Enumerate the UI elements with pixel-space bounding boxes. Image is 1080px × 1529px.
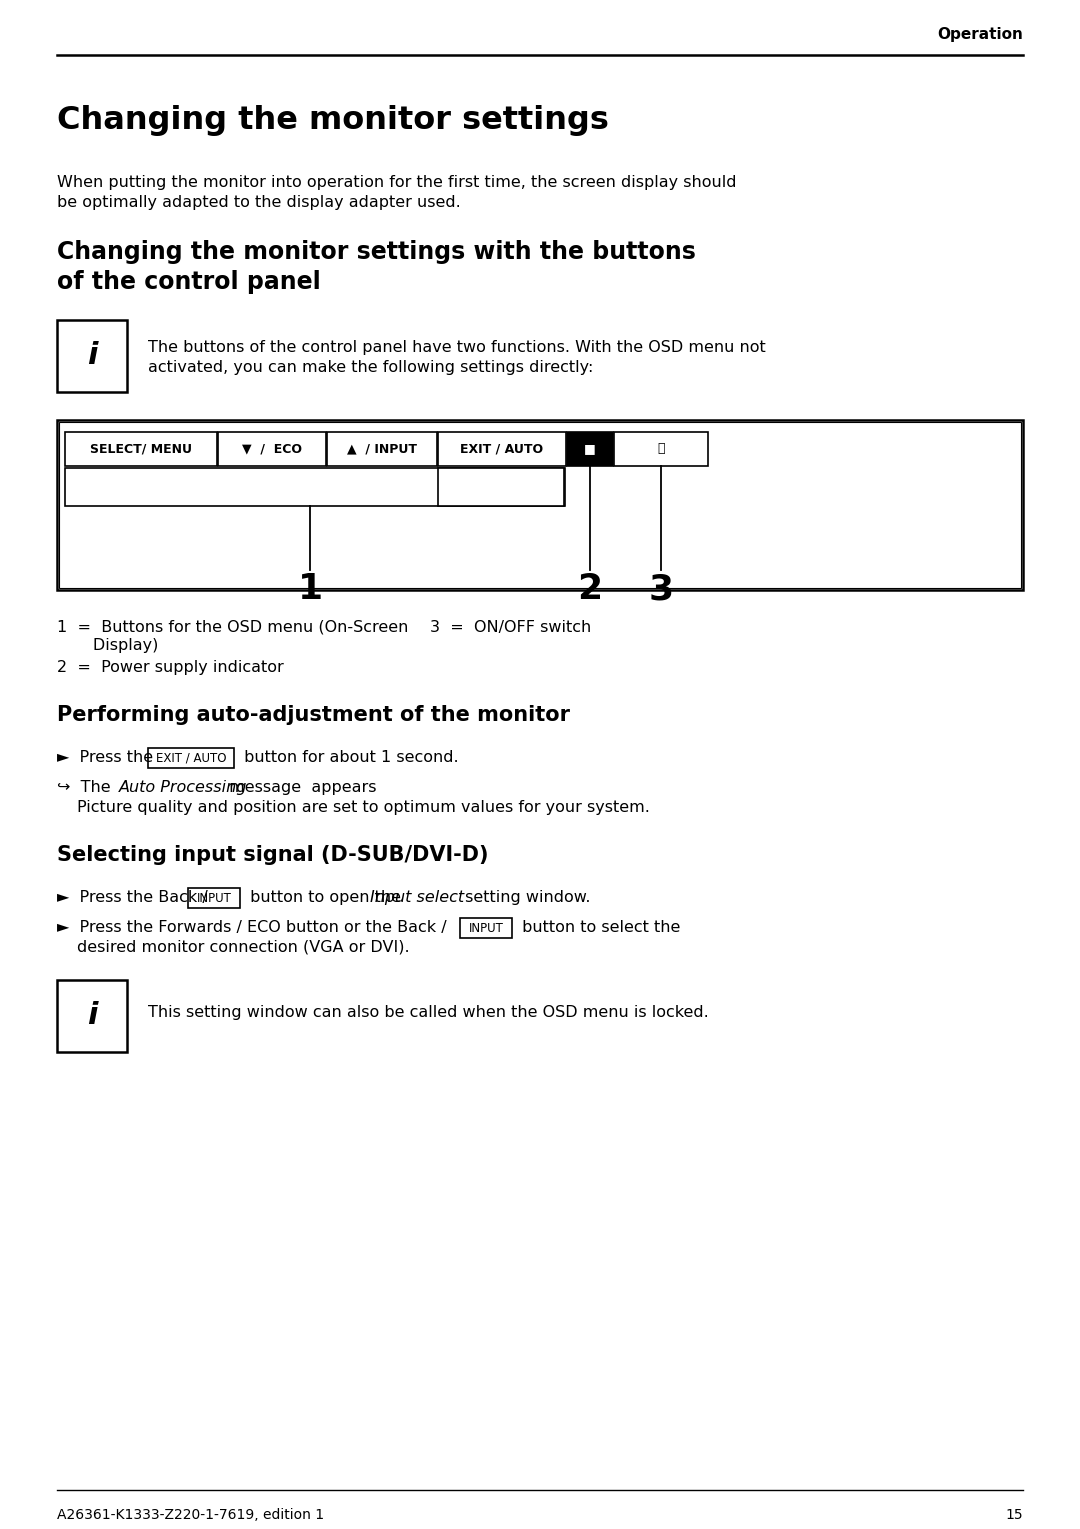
Text: 1: 1 [297, 572, 323, 605]
Text: desired monitor connection (VGA or DVI).: desired monitor connection (VGA or DVI). [77, 940, 409, 956]
Text: message  appears: message appears [224, 780, 377, 795]
Text: ■: ■ [584, 442, 596, 456]
Text: activated, you can make the following settings directly:: activated, you can make the following se… [148, 359, 593, 375]
Text: 2: 2 [578, 572, 603, 605]
Bar [438, 468, 564, 506]
Text: be optimally adapted to the display adapter used.: be optimally adapted to the display adap… [57, 196, 461, 209]
Text: Performing auto-adjustment of the monitor: Performing auto-adjustment of the monito… [57, 705, 570, 725]
Bar [57, 420, 1023, 590]
Text: ▲  / INPUT: ▲ / INPUT [347, 442, 417, 456]
Text: Changing the monitor settings: Changing the monitor settings [57, 106, 609, 136]
Text: A26361-K1333-Z220-1-7619, edition 1: A26361-K1333-Z220-1-7619, edition 1 [57, 1508, 324, 1521]
Bar [188, 888, 240, 908]
Bar [57, 980, 127, 1052]
Text: setting window.: setting window. [460, 890, 591, 905]
Bar [615, 433, 708, 466]
Text: Picture quality and position are set to optimum values for your system.: Picture quality and position are set to … [77, 800, 650, 815]
Text: INPUT: INPUT [197, 891, 231, 905]
Bar [148, 748, 234, 768]
Text: button to open the: button to open the [245, 890, 406, 905]
Text: Changing the monitor settings with the buttons: Changing the monitor settings with the b… [57, 240, 696, 265]
Bar [218, 433, 326, 466]
Text: 1  =  Buttons for the OSD menu (On-Screen: 1 = Buttons for the OSD menu (On-Screen [57, 619, 408, 635]
Bar [327, 433, 437, 466]
Text: EXIT / AUTO: EXIT / AUTO [156, 751, 226, 764]
Text: When putting the monitor into operation for the first time, the screen display s: When putting the monitor into operation … [57, 174, 737, 190]
Text: This setting window can also be called when the OSD menu is locked.: This setting window can also be called w… [148, 1005, 708, 1020]
Bar [59, 422, 1021, 589]
Text: Operation: Operation [937, 28, 1023, 43]
Text: 2  =  Power supply indicator: 2 = Power supply indicator [57, 661, 284, 674]
Text: 3: 3 [648, 572, 674, 605]
Text: ▼  /  ECO: ▼ / ECO [242, 442, 302, 456]
Text: Input select: Input select [370, 890, 464, 905]
Text: ►  Press the: ► Press the [57, 751, 159, 764]
Text: INPUT: INPUT [469, 922, 503, 934]
Text: Display): Display) [57, 638, 159, 653]
Text: ►  Press the Back /: ► Press the Back / [57, 890, 213, 905]
Text: ↪  The: ↪ The [57, 780, 116, 795]
Text: button to select the: button to select the [517, 920, 680, 936]
Bar [438, 433, 566, 466]
Text: 3  =  ON/OFF switch: 3 = ON/OFF switch [430, 619, 591, 635]
Text: i: i [86, 341, 97, 370]
Text: Selecting input signal (D-SUB/DVI-D): Selecting input signal (D-SUB/DVI-D) [57, 846, 488, 865]
Text: The buttons of the control panel have two functions. With the OSD menu not: The buttons of the control panel have tw… [148, 339, 766, 355]
Text: SELECT/ MENU: SELECT/ MENU [90, 442, 192, 456]
Bar [460, 917, 512, 937]
Bar [65, 433, 217, 466]
Bar [567, 433, 613, 466]
Text: 15: 15 [1005, 1508, 1023, 1521]
Bar [57, 320, 127, 391]
Bar [65, 468, 565, 506]
Text: ►  Press the Forwards / ECO button or the Back /: ► Press the Forwards / ECO button or the… [57, 920, 451, 936]
Text: EXIT / AUTO: EXIT / AUTO [460, 442, 543, 456]
Text: i: i [86, 1001, 97, 1031]
Text: ⏻: ⏻ [658, 442, 665, 456]
Text: button for about 1 second.: button for about 1 second. [239, 751, 459, 764]
Text: of the control panel: of the control panel [57, 271, 321, 294]
Text: Auto Processing: Auto Processing [119, 780, 247, 795]
